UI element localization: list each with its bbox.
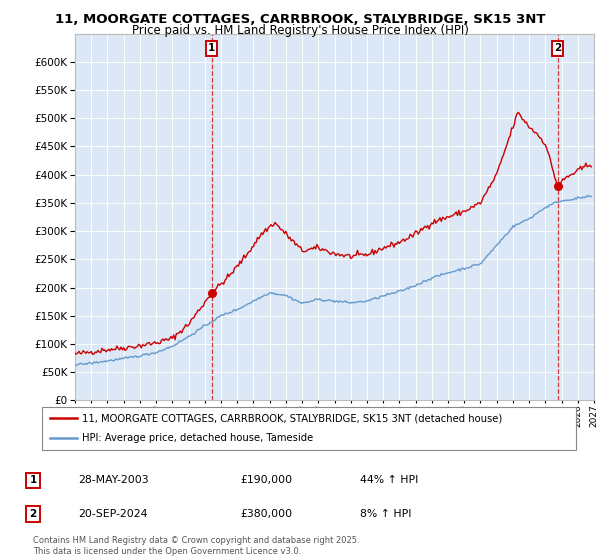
Text: £190,000: £190,000 bbox=[240, 475, 292, 486]
Text: HPI: Average price, detached house, Tameside: HPI: Average price, detached house, Tame… bbox=[82, 433, 313, 443]
Text: 2: 2 bbox=[29, 509, 37, 519]
Text: 44% ↑ HPI: 44% ↑ HPI bbox=[360, 475, 418, 486]
Text: Contains HM Land Registry data © Crown copyright and database right 2025.
This d: Contains HM Land Registry data © Crown c… bbox=[33, 536, 359, 556]
Text: 8% ↑ HPI: 8% ↑ HPI bbox=[360, 509, 412, 519]
Text: 2: 2 bbox=[554, 43, 561, 53]
Text: 11, MOORGATE COTTAGES, CARRBROOK, STALYBRIDGE, SK15 3NT (detached house): 11, MOORGATE COTTAGES, CARRBROOK, STALYB… bbox=[82, 413, 502, 423]
Text: 28-MAY-2003: 28-MAY-2003 bbox=[78, 475, 149, 486]
Text: Price paid vs. HM Land Registry's House Price Index (HPI): Price paid vs. HM Land Registry's House … bbox=[131, 24, 469, 37]
Text: 1: 1 bbox=[29, 475, 37, 486]
Text: 11, MOORGATE COTTAGES, CARRBROOK, STALYBRIDGE, SK15 3NT: 11, MOORGATE COTTAGES, CARRBROOK, STALYB… bbox=[55, 13, 545, 26]
Text: 20-SEP-2024: 20-SEP-2024 bbox=[78, 509, 148, 519]
FancyBboxPatch shape bbox=[42, 407, 576, 450]
Text: 1: 1 bbox=[208, 43, 215, 53]
Text: £380,000: £380,000 bbox=[240, 509, 292, 519]
